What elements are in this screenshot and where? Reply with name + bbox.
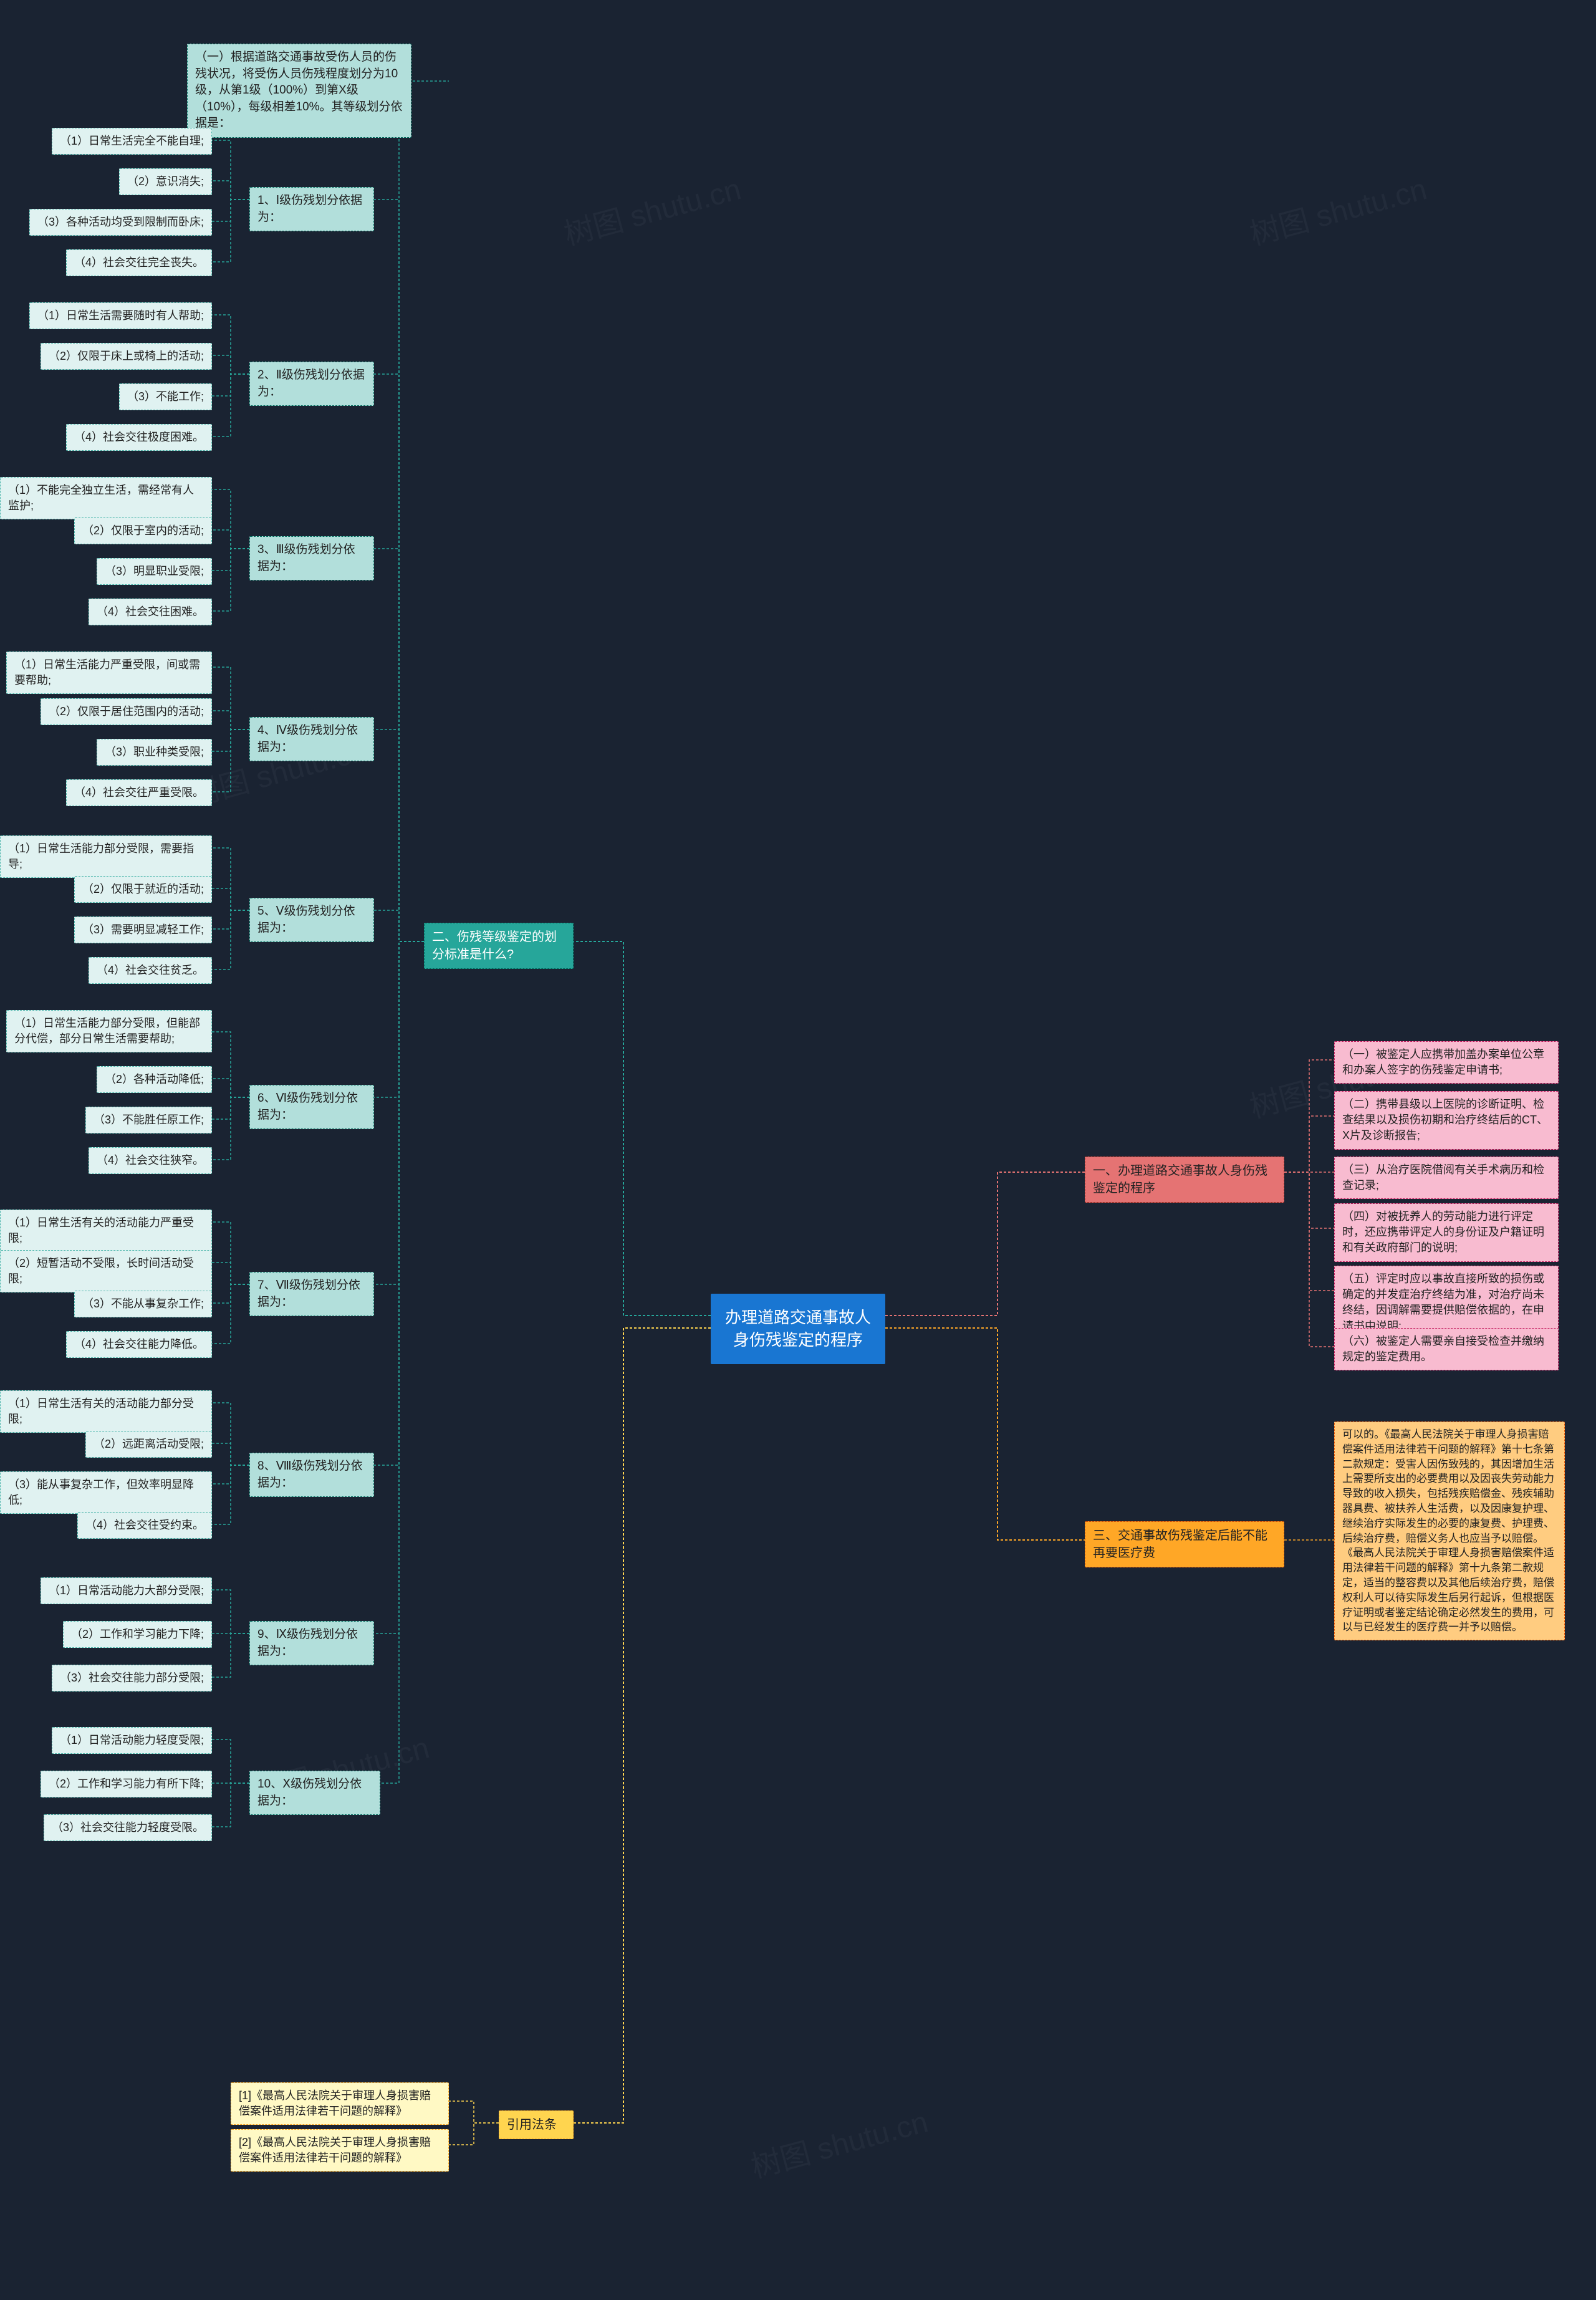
level-node[interactable]: 1、Ⅰ级伤残划分依据为： (249, 187, 374, 231)
level-node[interactable]: 2、Ⅱ级伤残划分依据为： (249, 362, 374, 406)
level-node[interactable]: 7、Ⅶ级伤残划分依据为： (249, 1272, 374, 1316)
level-leaf: （2）工作和学习能力下降; (63, 1621, 212, 1648)
sec1-item: （四）对被抚养人的劳动能力进行评定时，还应携带评定人的身份证及户籍证明和有关政府… (1334, 1203, 1559, 1262)
sec1-item: （六）被鉴定人需要亲自接受检查并缴纳规定的鉴定费用。 (1334, 1328, 1559, 1370)
level-leaf: （2）仅限于床上或椅上的活动; (41, 343, 212, 370)
level-leaf: （1）日常生活需要随时有人帮助; (29, 302, 212, 329)
sec1-item: （三）从治疗医院借阅有关手术病历和检查记录; (1334, 1157, 1559, 1199)
level-leaf: （1）日常生活能力部分受限，需要指导; (0, 835, 212, 878)
sec4-item: [2]《最高人民法院关于审理人身损害赔偿案件适用法律若干问题的解释》 (231, 2129, 449, 2172)
level-leaf: （3）不能从事复杂工作; (74, 1291, 212, 1317)
level-leaf: （4）社会交往困难。 (89, 599, 212, 625)
level-leaf: （2）各种活动降低; (97, 1066, 212, 1093)
level-leaf: （2）意识消失; (119, 168, 212, 195)
watermark: 树图 shutu.cn (1244, 165, 1431, 254)
level-leaf: （1）日常活动能力大部分受限; (41, 1577, 212, 1604)
sec1-item: （一）被鉴定人应携带加盖办案单位公章和办案人签字的伤残鉴定申请书; (1334, 1041, 1559, 1084)
sec2-intro: （一）根据道路交通事故受伤人员的伤残状况，将受伤人员伤残程度划分为10级，从第1… (187, 44, 411, 138)
level-node[interactable]: 6、Ⅵ级伤残划分依据为： (249, 1085, 374, 1129)
watermark: 树图 shutu.cn (559, 165, 745, 254)
root-node[interactable]: 办理道路交通事故人身伤残鉴定的程序 (711, 1294, 885, 1364)
level-leaf: （2）仅限于居住范围内的活动; (41, 698, 212, 725)
section-4[interactable]: 引用法条 (499, 2110, 574, 2139)
level-leaf: （1）日常生活有关的活动能力部分受限; (0, 1390, 212, 1433)
level-leaf: （2）远距离活动受限; (85, 1431, 212, 1458)
level-leaf: （1）日常生活完全不能自理; (52, 128, 212, 155)
level-leaf: （3）不能胜任原工作; (85, 1107, 212, 1133)
level-leaf: （2）仅限于就近的活动; (74, 876, 212, 903)
level-leaf: （2）仅限于室内的活动; (74, 517, 212, 544)
level-leaf: （3）社会交往能力轻度受限。 (44, 1814, 212, 1841)
level-leaf: （1）日常生活能力严重受限，间或需要帮助; (6, 652, 212, 694)
sec3-body: 可以的。《最高人民法院关于审理人身损害赔偿案件适用法律若干问题的解释》第十七条第… (1334, 1422, 1565, 1640)
level-leaf: （3）不能工作; (119, 383, 212, 410)
level-node[interactable]: 9、Ⅸ级伤残划分依据为： (249, 1621, 374, 1665)
level-leaf: （4）社会交往能力降低。 (66, 1331, 212, 1358)
sec1-item: （二）携带县级以上医院的诊断证明、检查结果以及损伤初期和治疗终结后的CT、X片及… (1334, 1091, 1559, 1150)
level-leaf: （3）各种活动均受到限制而卧床; (29, 209, 212, 236)
level-node[interactable]: 5、Ⅴ级伤残划分依据为： (249, 898, 374, 942)
level-leaf: （3）职业种类受限; (97, 739, 212, 766)
level-leaf: （4）社会交往完全丧失。 (66, 249, 212, 276)
level-leaf: （4）社会交往严重受限。 (66, 779, 212, 806)
section-2[interactable]: 二、伤残等级鉴定的划分标准是什么? (424, 923, 574, 969)
section-1[interactable]: 一、办理道路交通事故人身伤残鉴定的程序 (1085, 1157, 1284, 1203)
watermark: 树图 shutu.cn (746, 2097, 932, 2187)
level-leaf: （2）短暂活动不受限，长时间活动受限; (0, 1250, 212, 1292)
level-leaf: （2）工作和学习能力有所下降; (41, 1771, 212, 1797)
connector-layer (0, 0, 1596, 2300)
level-leaf: （3）能从事复杂工作，但效率明显降低; (0, 1471, 212, 1514)
level-node[interactable]: 4、Ⅳ级伤残划分依据为： (249, 717, 374, 761)
level-leaf: （3）明显职业受限; (97, 558, 212, 585)
level-leaf: （1）日常生活有关的活动能力严重受限; (0, 1210, 212, 1252)
level-node[interactable]: 8、Ⅷ级伤残划分依据为： (249, 1453, 374, 1497)
level-leaf: （3）社会交往能力部分受限; (52, 1665, 212, 1691)
level-leaf: （1）日常生活能力部分受限，但能部分代偿，部分日常生活需要帮助; (6, 1010, 212, 1052)
level-leaf: （4）社会交往受约束。 (77, 1512, 212, 1539)
level-leaf: （3）需要明显减轻工作; (74, 917, 212, 943)
level-leaf: （4）社会交往极度困难。 (66, 424, 212, 451)
sec4-item: [1]《最高人民法院关于审理人身损害赔偿案件适用法律若干问题的解释》 (231, 2082, 449, 2125)
section-3[interactable]: 三、交通事故伤残鉴定后能不能再要医疗费 (1085, 1521, 1284, 1567)
level-leaf: （1）不能完全独立生活，需经常有人监护; (0, 477, 212, 519)
level-leaf: （4）社会交往狭窄。 (89, 1147, 212, 1174)
level-node[interactable]: 10、Ⅹ级伤残划分依据为： (249, 1771, 380, 1815)
level-leaf: （1）日常活动能力轻度受限; (52, 1727, 212, 1754)
level-node[interactable]: 3、Ⅲ级伤残划分依据为： (249, 536, 374, 580)
level-leaf: （4）社会交往贫乏。 (89, 957, 212, 984)
